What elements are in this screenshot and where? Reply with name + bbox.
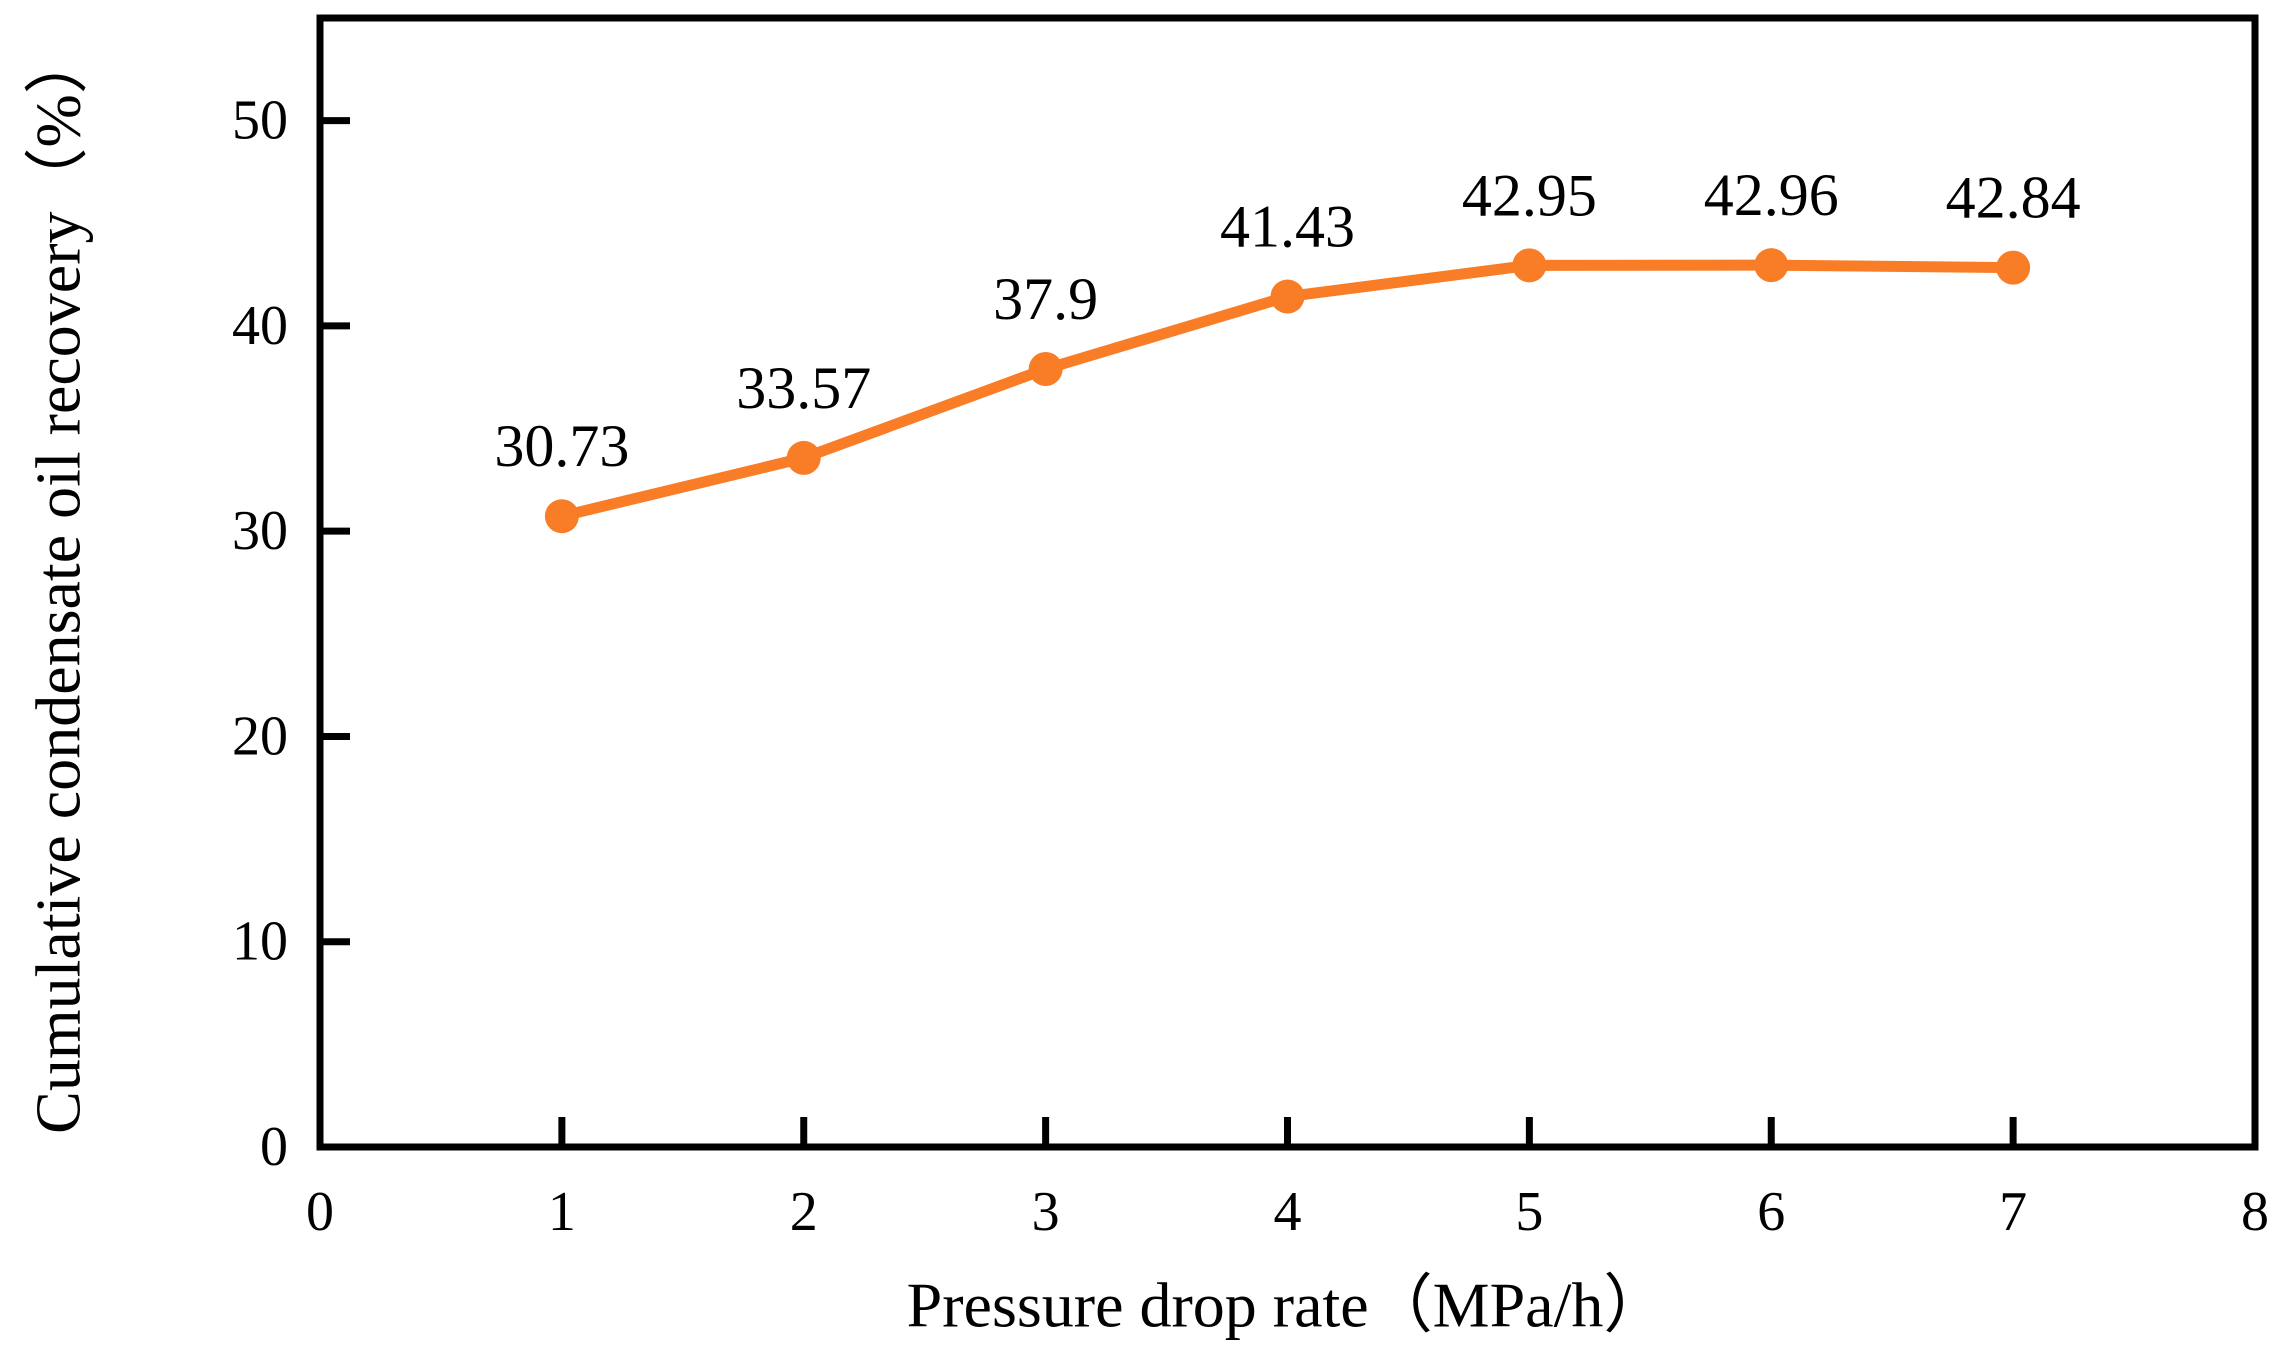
y-axis-tick-label: 10 [232,911,288,973]
data-point-marker [1028,352,1063,387]
x-axis-tick-label: 5 [1515,1181,1543,1243]
data-point-label: 30.73 [494,413,629,479]
y-axis-tick-label: 0 [260,1116,288,1178]
y-axis-title: Cumulative condensate oil recovery（%） [23,30,94,1134]
x-axis-tick-label: 8 [2241,1181,2269,1243]
data-point-label: 33.57 [736,355,871,421]
x-axis-tick-label: 3 [1032,1181,1060,1243]
y-axis-tick-label: 30 [232,500,288,562]
x-axis-title: Pressure drop rate（MPa/h） [907,1270,1668,1341]
data-point-marker [1996,250,2031,285]
data-point-label: 42.96 [1704,162,1839,228]
x-axis-tick-label: 0 [306,1181,334,1243]
y-axis-tick-label: 20 [232,705,288,767]
data-point-label: 42.84 [1946,165,2081,231]
data-point-marker [786,440,821,475]
x-axis-tick-label: 2 [790,1181,818,1243]
x-axis-tick-label: 6 [1757,1181,1785,1243]
data-point-marker [1270,279,1305,314]
data-point-label: 37.9 [993,266,1098,332]
y-axis-tick-label: 50 [232,90,288,152]
y-axis-tick-label: 40 [232,295,288,357]
data-point-label: 42.95 [1462,162,1597,228]
plot-content: 0 1 2 3 4 5 6 7 8 0 10 20 30 40 50 30.73 33.57 37.9 41.43 4… [232,90,2269,1243]
data-point-marker [1754,248,1789,283]
x-axis-tick-label: 7 [1999,1181,2027,1243]
data-point-marker [544,499,579,534]
x-axis-tick-label: 4 [1274,1181,1302,1243]
x-axis-tick-label: 1 [548,1181,576,1243]
data-point-label: 41.43 [1220,194,1355,260]
data-point-marker [1512,248,1547,283]
